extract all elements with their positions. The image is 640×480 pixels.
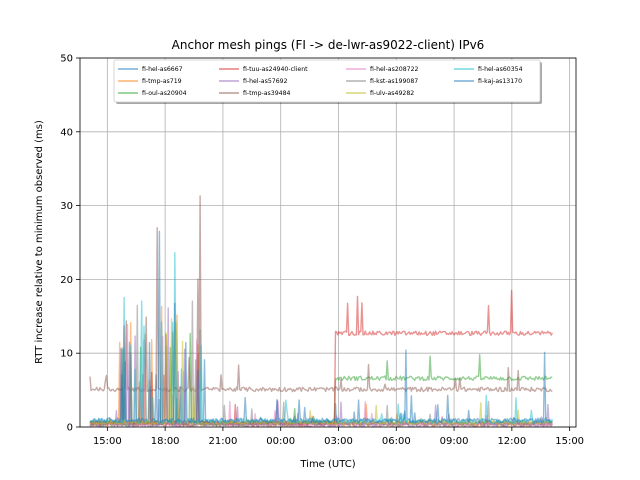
y-tick-label: 50 xyxy=(60,54,73,65)
y-axis-title: RTT increase relative to minimum observe… xyxy=(34,120,45,364)
y-tick-label: 30 xyxy=(60,201,73,212)
legend-label: fi-hel-as60354 xyxy=(478,66,523,73)
y-tick-label: 40 xyxy=(60,127,73,138)
chart-title: Anchor mesh pings (FI -> de-lwr-as9022-c… xyxy=(172,38,485,52)
y-tick-label: 20 xyxy=(60,275,73,286)
x-tick-label: 21:00 xyxy=(209,436,238,447)
x-tick-label: 03:00 xyxy=(324,436,353,447)
y-tick-label: 10 xyxy=(60,349,73,360)
x-tick-label: 09:00 xyxy=(440,436,469,447)
legend-label: fi-tmp-as719 xyxy=(142,78,182,85)
x-tick-label: 12:00 xyxy=(497,436,526,447)
x-axis-title: Time (UTC) xyxy=(299,459,355,470)
x-tick-label: 00:00 xyxy=(266,436,295,447)
y-axis: 0 10 20 30 40 50 xyxy=(60,54,80,434)
legend-label: fi-ulv-as49282 xyxy=(370,90,414,97)
x-tick-label: 06:00 xyxy=(382,436,411,447)
legend-label: fi-hel-as208722 xyxy=(370,66,419,73)
x-axis: 15:00 18:00 21:00 00:00 03:00 06:00 09:00 12:00… xyxy=(93,427,584,447)
legend-label: fi-hel-as6667 xyxy=(142,66,183,73)
legend: fi-hel-as6667 fi-tmp-as719 fi-oul-as20904 f… xyxy=(113,59,542,104)
legend-label: fi-hel-as57692 xyxy=(243,78,288,85)
legend-label: fi-kaj-as13170 xyxy=(478,78,522,85)
series-line-fi-kaj-as13170 xyxy=(89,230,553,424)
series-lines xyxy=(89,195,553,428)
legend-label: fi-kst-as199087 xyxy=(370,78,418,85)
x-tick-label: 15:00 xyxy=(555,436,584,447)
legend-label: fi-oul-as20904 xyxy=(142,90,187,97)
y-tick-label: 0 xyxy=(67,423,73,434)
plot-frame xyxy=(79,57,577,428)
legend-label: fi-tuu-as24940-client xyxy=(243,66,308,73)
x-tick-label: 15:00 xyxy=(93,436,122,447)
x-tick-label: 18:00 xyxy=(151,436,180,447)
legend-label: fi-tmp-as39484 xyxy=(243,90,291,97)
legend-box xyxy=(113,59,541,103)
